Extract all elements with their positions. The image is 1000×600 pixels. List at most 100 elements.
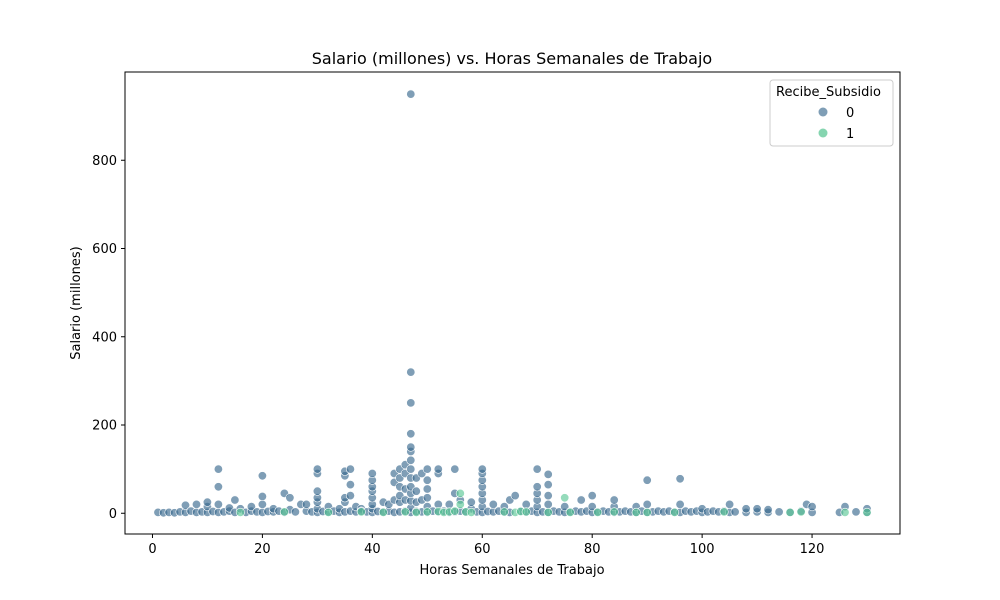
point-series-0-185	[576, 495, 586, 505]
point-series-0-41	[290, 507, 300, 517]
y-tick-label-600: 600	[92, 242, 117, 257]
plot-points	[153, 89, 872, 518]
point-series-0-143	[466, 497, 476, 507]
point-series-1-28	[719, 507, 729, 517]
legend-label-1: 1	[846, 127, 854, 142]
x-axis-ticks: 0 20 40 60 80 100 120	[148, 534, 824, 557]
point-series-0-155	[488, 499, 498, 509]
legend-label-0: 0	[846, 106, 854, 121]
point-series-0-170	[532, 482, 542, 492]
point-series-0-177	[543, 469, 553, 479]
point-series-1-19	[521, 507, 531, 517]
point-series-1-4	[378, 507, 388, 517]
point-series-0-228	[752, 504, 762, 514]
point-series-0-188	[587, 502, 597, 512]
point-series-0-226	[741, 504, 751, 514]
point-series-0-239	[851, 507, 861, 517]
point-series-1-27	[670, 507, 680, 517]
point-series-1-12	[455, 499, 465, 509]
point-series-0-113	[406, 367, 416, 377]
point-series-0-107	[406, 464, 416, 474]
point-series-0-135	[444, 499, 454, 509]
x-tick-label-80: 80	[584, 542, 601, 557]
point-series-0-124	[422, 493, 432, 503]
point-series-0-125	[422, 484, 432, 494]
x-tick-label-40: 40	[364, 542, 381, 557]
point-series-0-50	[312, 486, 322, 496]
point-series-0-112	[406, 398, 416, 408]
point-series-0-211	[675, 499, 685, 509]
point-series-0-52	[312, 464, 322, 474]
point-series-1-16	[499, 507, 509, 517]
point-series-0-181	[560, 502, 570, 512]
legend-marker-1	[818, 128, 828, 138]
point-series-0-223	[725, 499, 735, 509]
point-series-0-127	[422, 464, 432, 474]
point-series-1-25	[631, 507, 641, 517]
y-tick-label-400: 400	[92, 330, 117, 345]
point-series-1-5	[400, 507, 410, 517]
point-series-0-114	[406, 89, 416, 99]
point-series-1-7	[422, 507, 432, 517]
x-tick-label-0: 0	[148, 542, 156, 557]
point-series-0-110	[406, 442, 416, 452]
point-series-1-15	[466, 507, 476, 517]
legend: Recibe_Subsidio 0 1	[769, 79, 894, 147]
point-series-0-174	[543, 499, 553, 509]
point-series-0-132	[433, 464, 443, 474]
point-series-0-224	[730, 507, 740, 517]
point-series-1-11	[450, 506, 460, 516]
y-tick-label-200: 200	[92, 419, 117, 434]
point-series-0-23	[230, 495, 240, 505]
point-series-1-21	[560, 493, 570, 503]
plot-frame	[124, 71, 901, 535]
point-series-0-161	[510, 491, 520, 501]
x-tick-label-20: 20	[254, 542, 271, 557]
point-series-1-6	[411, 507, 421, 517]
point-series-0-117	[411, 486, 421, 496]
point-series-0-13	[202, 497, 212, 507]
y-tick-label-0: 0	[109, 507, 117, 522]
point-series-0-40	[285, 493, 295, 503]
point-series-1-1	[279, 507, 289, 517]
point-series-0-18	[213, 464, 223, 474]
point-series-0-236	[807, 502, 817, 512]
point-series-0-9	[192, 499, 202, 509]
x-tick-label-120: 120	[800, 542, 825, 557]
point-series-0-16	[213, 499, 223, 509]
point-series-0-138	[450, 464, 460, 474]
x-tick-label-60: 60	[474, 542, 491, 557]
point-series-0-164	[521, 499, 531, 509]
point-series-1-20	[543, 507, 553, 517]
point-series-1-23	[593, 507, 603, 517]
point-series-0-30	[257, 499, 267, 509]
point-series-0-175	[543, 491, 553, 501]
point-series-0-111	[406, 429, 416, 439]
point-series-0-80	[367, 468, 377, 478]
point-series-0-44	[301, 499, 311, 509]
point-series-1-2	[323, 507, 333, 517]
point-series-0-108	[406, 455, 416, 465]
point-series-0-126	[422, 475, 432, 485]
point-series-1-29	[785, 507, 795, 517]
point-series-0-189	[587, 491, 597, 501]
y-tick-label-800: 800	[92, 154, 117, 169]
legend-title: Recibe_Subsidio	[776, 85, 881, 100]
point-series-0-231	[774, 507, 784, 517]
y-axis-ticks: 0 200 400 600 800	[92, 154, 125, 522]
point-series-0-67	[345, 464, 355, 474]
point-series-0-203	[642, 499, 652, 509]
x-axis-title: Horas Semanales de Trabajo	[419, 563, 604, 578]
point-series-0-176	[543, 480, 553, 490]
point-series-0-204	[642, 475, 652, 485]
point-series-1-26	[642, 507, 652, 517]
point-series-1-32	[862, 507, 872, 517]
point-series-0-230	[763, 505, 773, 515]
point-series-0-32	[257, 471, 267, 481]
point-series-1-22	[565, 507, 575, 517]
point-series-1-13	[455, 488, 465, 498]
legend-box	[769, 79, 894, 147]
point-series-0-31	[257, 491, 267, 501]
